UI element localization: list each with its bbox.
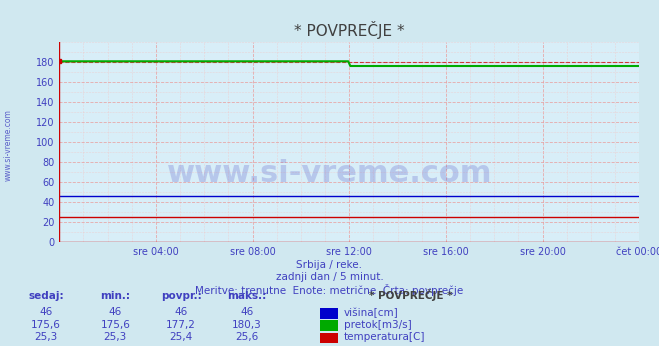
Text: 175,6: 175,6 <box>100 320 130 329</box>
Text: 25,4: 25,4 <box>169 332 193 342</box>
Text: * POVPREČJE *: * POVPREČJE * <box>369 289 453 301</box>
Text: maks.:: maks.: <box>227 291 267 301</box>
Text: 175,6: 175,6 <box>31 320 61 329</box>
Text: Srbija / reke.: Srbija / reke. <box>297 260 362 270</box>
Text: Meritve: trenutne  Enote: metrične  Črta: povprečje: Meritve: trenutne Enote: metrične Črta: … <box>195 284 464 296</box>
Text: temperatura[C]: temperatura[C] <box>344 332 426 342</box>
Text: 177,2: 177,2 <box>166 320 196 329</box>
Text: povpr.:: povpr.: <box>161 291 202 301</box>
Text: 25,6: 25,6 <box>235 332 259 342</box>
Title: * POVPREČJE *: * POVPREČJE * <box>294 21 405 39</box>
Text: 25,3: 25,3 <box>34 332 58 342</box>
Text: 46: 46 <box>241 308 254 317</box>
Text: sedaj:: sedaj: <box>28 291 64 301</box>
Text: www.si-vreme.com: www.si-vreme.com <box>3 109 13 181</box>
Text: min.:: min.: <box>100 291 130 301</box>
Text: www.si-vreme.com: www.si-vreme.com <box>167 158 492 188</box>
Text: višina[cm]: višina[cm] <box>344 307 399 318</box>
Text: pretok[m3/s]: pretok[m3/s] <box>344 320 412 329</box>
Text: 46: 46 <box>40 308 53 317</box>
Text: 25,3: 25,3 <box>103 332 127 342</box>
Text: 180,3: 180,3 <box>232 320 262 329</box>
Text: 46: 46 <box>109 308 122 317</box>
Text: 46: 46 <box>175 308 188 317</box>
Text: zadnji dan / 5 minut.: zadnji dan / 5 minut. <box>275 272 384 282</box>
